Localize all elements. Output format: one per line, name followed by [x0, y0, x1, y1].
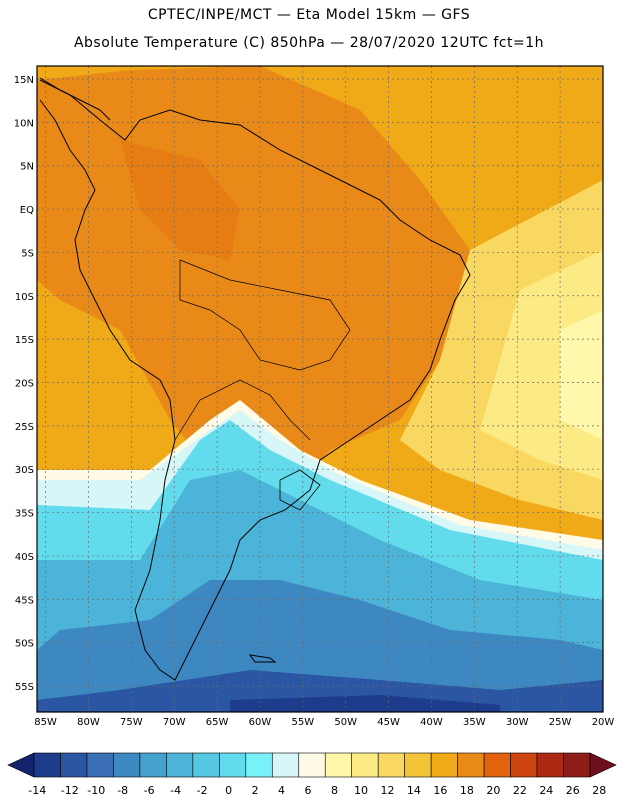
- lon-tick-label: 25W: [549, 717, 572, 728]
- lon-tick-label: 40W: [420, 717, 443, 728]
- lat-tick-label: 30S: [15, 465, 34, 476]
- colorbar-swatch: [245, 752, 273, 778]
- colorbar-under-triangle: [7, 752, 35, 778]
- colorbar: -14 -12 -10 -8 -6 -4 -2 0 2 4 6 8 10 12 14 16 18 20 22 24 26…: [7, 752, 617, 797]
- colorbar-label: -6: [144, 784, 155, 797]
- colorbar-label: -12: [61, 784, 79, 797]
- colorbar-swatch: [324, 752, 353, 778]
- colorbar-label: -8: [117, 784, 128, 797]
- colorbar-label: 18: [460, 784, 474, 797]
- brazil-states-outline: [179, 259, 351, 371]
- longitude-labels: 85W 80W 75W 70W 65W 60W 55W 50W 45W 40W 35W 30W 25W 2…: [34, 717, 614, 728]
- lat-tick-label: 40S: [15, 552, 34, 563]
- lat-tick-label: 25S: [15, 422, 34, 433]
- colorbar-over-triangle: [589, 752, 617, 778]
- uruguay-outline: [279, 469, 321, 511]
- lon-tick-label: 60W: [249, 717, 272, 728]
- lat-tick-label: 35S: [15, 509, 34, 520]
- coastline: [39, 77, 471, 681]
- colorbar-label: 6: [305, 784, 312, 797]
- lat-tick-label: 5S: [21, 248, 34, 259]
- colorbar-label: -10: [87, 784, 105, 797]
- lon-tick-label: 35W: [463, 717, 486, 728]
- colorbar-swatch: [139, 752, 167, 778]
- lat-tick-label: 15N: [14, 75, 34, 86]
- lat-tick-label: 50S: [15, 639, 34, 650]
- colorbar-swatch: [298, 752, 326, 778]
- lat-tick-label: 20S: [15, 378, 34, 389]
- colorbar-label: 26: [566, 784, 580, 797]
- lon-tick-label: 85W: [34, 717, 57, 728]
- lon-tick-label: 45W: [377, 717, 400, 728]
- colorbar-swatch: [166, 752, 194, 778]
- field-band-m12: [37, 670, 603, 712]
- field-band-m14: [230, 695, 500, 712]
- lon-tick-label: 55W: [292, 717, 315, 728]
- falklands-outline: [248, 654, 277, 663]
- colorbar-swatch: [510, 752, 538, 778]
- lat-tick-label: 45S: [15, 595, 34, 606]
- map-frame: [36, 65, 604, 713]
- colorbar-swatch: [60, 752, 88, 778]
- lat-tick-label: 10S: [15, 292, 34, 303]
- lon-tick-label: 75W: [120, 717, 143, 728]
- colorbar-swatch: [457, 752, 485, 778]
- colorbar-swatch: [219, 752, 247, 778]
- colorbar-label: -2: [197, 784, 208, 797]
- lat-tick-label: EQ: [20, 205, 34, 216]
- colorbar-label: 28: [592, 784, 606, 797]
- lat-tick-label: 15S: [15, 335, 34, 346]
- colorbar-label: -4: [170, 784, 181, 797]
- colorbar-label: 0: [225, 784, 232, 797]
- field-band-m8: [37, 580, 603, 712]
- colorbar-swatch: [563, 752, 591, 778]
- lon-tick-label: 65W: [206, 717, 229, 728]
- colorbar-label: 16: [433, 784, 447, 797]
- colorbar-label: 14: [407, 784, 421, 797]
- title-line-1: CPTEC/INPE/MCT — Eta Model 15km — GFS: [147, 7, 471, 23]
- colorbar-label: 10: [354, 784, 368, 797]
- colorbar-label: 2: [252, 784, 259, 797]
- central-america-outline: [39, 77, 111, 121]
- colorbar-swatch: [33, 752, 61, 778]
- colorbar-label: 24: [539, 784, 553, 797]
- lat-tick-label: 5N: [20, 162, 34, 173]
- colorbar-swatch: [113, 752, 141, 778]
- grid-lines: [37, 66, 604, 712]
- title-line-2: Absolute Temperature (C) 850hPa — 28/07/…: [73, 35, 545, 51]
- paraguay-border: [174, 379, 311, 441]
- field-band-8: [560, 310, 603, 440]
- colorbar-swatch: [483, 752, 511, 778]
- field-patch-20: [120, 140, 240, 260]
- colorbar-label: 12: [380, 784, 394, 797]
- colorbar-label: 20: [486, 784, 500, 797]
- field-band-18: [37, 66, 470, 480]
- colorbar-swatch: [404, 752, 432, 778]
- colorbar-swatch: [192, 752, 220, 778]
- lon-tick-label: 50W: [334, 717, 357, 728]
- lon-tick-label: 70W: [163, 717, 186, 728]
- temperature-field: [37, 66, 603, 712]
- colorbar-label: 22: [513, 784, 527, 797]
- colorbar-label: -14: [28, 784, 46, 797]
- colorbar-swatch: [351, 752, 379, 778]
- south-america-outline: [39, 79, 471, 681]
- lon-tick-label: 80W: [77, 717, 100, 728]
- latitude-labels: 15N 10N 5N EQ 5S 10S 15S 20S 25S 30S 35S 40S 45S 50S 5…: [14, 75, 34, 693]
- colorbar-label: 4: [278, 784, 285, 797]
- lat-tick-label: 55S: [15, 682, 34, 693]
- colorbar-label: 8: [331, 784, 338, 797]
- lat-tick-label: 10N: [14, 118, 34, 129]
- colorbar-swatch: [536, 752, 564, 778]
- colorbar-swatch: [430, 752, 458, 778]
- colorbar-swatch: [271, 752, 300, 778]
- colorbar-swatch: [86, 752, 114, 778]
- lon-tick-label: 20W: [592, 717, 615, 728]
- lon-tick-label: 30W: [506, 717, 529, 728]
- colorbar-swatch: [377, 752, 405, 778]
